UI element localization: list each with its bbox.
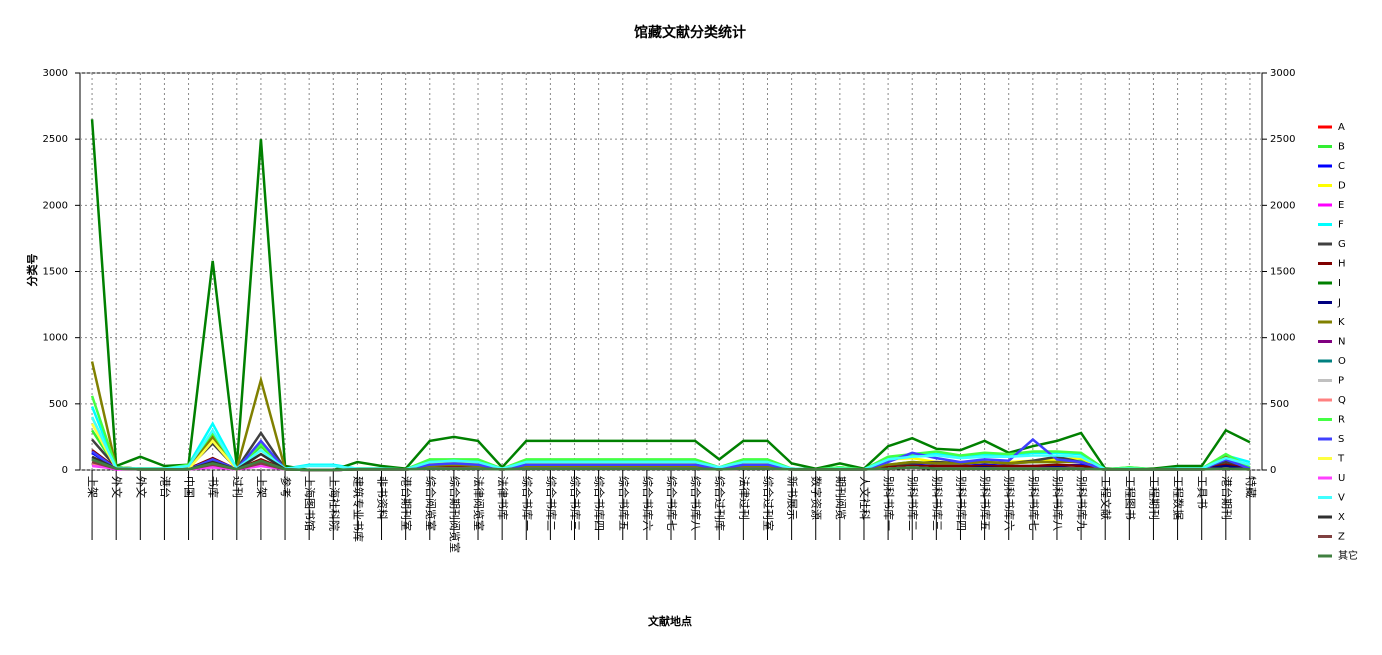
x-tick-label: 综合过刊室 (761, 476, 775, 531)
legend-label: R (1338, 415, 1345, 426)
x-tick-label: 别科书库二 (906, 476, 920, 531)
x-tick-label: 别科书库七 (1027, 476, 1041, 531)
x-tick-label: 书库 (207, 476, 220, 498)
x-tick-label: 人文社科 (858, 476, 872, 520)
y-tick-label: 2500 (43, 134, 68, 145)
legend-label: N (1338, 337, 1345, 348)
x-tick-label: 别科书库九 (1075, 476, 1089, 531)
legend-label: T (1337, 454, 1345, 465)
legend-label: V (1338, 493, 1345, 504)
x-tick-label: 工程文献 (1099, 476, 1113, 520)
x-axis-title: 文献地点 (648, 614, 692, 628)
x-tick-label: 中国 (183, 476, 196, 498)
legend-label: A (1338, 122, 1345, 133)
y2-tick-label: 2500 (1270, 134, 1295, 145)
legend-label: B (1338, 142, 1345, 153)
x-tick-label: 上架 (255, 476, 268, 498)
x-tick-label: 综合书库七 (665, 476, 679, 531)
x-tick-label: 工程期刊 (1147, 476, 1160, 520)
y-tick-label: 3000 (43, 68, 68, 79)
y-tick-label: 2000 (43, 200, 68, 211)
y2-tick-label: 3000 (1270, 68, 1295, 79)
x-tick-label: 综合书库八 (689, 476, 703, 531)
x-tick-label: 工程图书 (1123, 476, 1136, 520)
y2-tick-label: 500 (1270, 399, 1289, 410)
x-tick-label: 法律过刊 (737, 476, 751, 520)
x-tick-label: 外文 (134, 476, 148, 498)
x-tick-label: 别科书库六 (1003, 476, 1017, 531)
legend-label: Z (1338, 532, 1345, 543)
legend-label: 其它 (1338, 549, 1358, 562)
y2-tick-label: 1000 (1270, 333, 1295, 344)
legend-label: I (1338, 278, 1341, 289)
x-tick-label: 港台期刊室 (400, 476, 414, 531)
x-tick-label: 上架 (86, 476, 99, 498)
x-tick-label: 别科书库三 (930, 476, 944, 531)
legend-label: E (1338, 200, 1344, 211)
legend-label: O (1338, 356, 1346, 367)
x-tick-label: 综合过刊库 (713, 476, 727, 531)
series-line (91, 458, 1250, 472)
legend-label: F (1338, 220, 1344, 231)
y-tick-label: 1500 (43, 267, 68, 278)
x-tick-label: 别科书库一 (882, 476, 896, 531)
x-tick-label: 港台 (158, 476, 172, 498)
y2-tick-label: 1500 (1270, 267, 1295, 278)
x-tick-label: 综合书库五 (617, 476, 631, 531)
legend-label: U (1338, 473, 1345, 484)
legend-label: C (1338, 161, 1345, 172)
x-tick-label: 综合书库二 (544, 476, 558, 531)
x-tick-label: 综合书库四 (593, 476, 607, 531)
y2-tick-label: 2000 (1270, 200, 1295, 211)
legend-label: P (1338, 376, 1344, 387)
y-axis-title: 分类号 (25, 254, 39, 287)
x-tick-label: 工具书 (1196, 476, 1209, 509)
legend-label: S (1338, 434, 1344, 445)
x-tick-label: 过刊 (231, 476, 244, 498)
legend-label: Q (1338, 395, 1346, 406)
y-tick-label: 1000 (43, 333, 68, 344)
legend-label: J (1337, 298, 1341, 309)
x-tick-label: 别科书库五 (979, 476, 993, 531)
x-tick-label: 综合期刊阅览室 (448, 476, 462, 553)
x-tick-label: 上海图书馆 (303, 476, 317, 531)
x-tick-label: 法律书库 (496, 476, 510, 520)
x-tick-label: 综合书库六 (641, 476, 655, 531)
y-tick-label: 500 (49, 399, 68, 410)
legend-label: K (1338, 317, 1345, 328)
x-tick-label: 港台期刊 (1220, 476, 1234, 520)
legend-label: G (1338, 239, 1346, 250)
x-tick-label: 外文 (110, 476, 124, 498)
x-tick-label: 综合书库三 (569, 476, 583, 531)
x-tick-label: 工程数据 (1172, 476, 1186, 520)
x-tick-label: 新书展示 (786, 476, 800, 520)
x-tick-label: 非书资料 (376, 476, 390, 520)
x-tick-label: 参考 (279, 476, 293, 498)
legend-label: D (1338, 181, 1346, 192)
chart-title: 馆藏文献分类统计 (634, 24, 746, 41)
x-tick-label: 特藏 (1244, 476, 1258, 498)
x-tick-label: 别科书库四 (954, 476, 968, 531)
legend-label: X (1338, 512, 1345, 523)
x-tick-label: 上海社科院 (327, 476, 341, 531)
legend-label: H (1338, 259, 1346, 270)
y-tick-label: 0 (62, 465, 68, 476)
x-tick-label: 建筑专业书库 (351, 476, 365, 542)
x-tick-label: 数字资源 (810, 476, 824, 520)
y2-tick-label: 0 (1270, 465, 1276, 476)
x-tick-label: 法律阅览室 (472, 476, 486, 531)
x-tick-label: 期刊阅览 (834, 476, 848, 520)
x-tick-label: 综合书库一 (520, 476, 534, 531)
x-tick-label: 综合阅览室 (424, 476, 438, 531)
x-tick-label: 别科书库八 (1051, 476, 1065, 531)
